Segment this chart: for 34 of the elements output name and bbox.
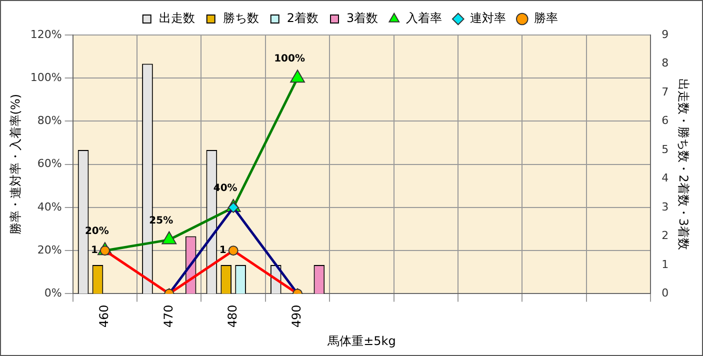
legend-label: 連対率 [470, 11, 506, 26]
legend-label: 出走数 [158, 11, 195, 26]
y-tick-label: 120% [30, 28, 62, 41]
y-axis-title: 勝率・連対率・入着率(%) [8, 94, 22, 235]
x-tick-label: 470 [161, 304, 176, 328]
y2-tick-label: 1 [662, 258, 669, 271]
y2-tick-label: 3 [662, 200, 669, 214]
legend-label: 勝率 [534, 11, 558, 26]
legend-label: 入着率 [406, 11, 442, 26]
y2-tick-label: 8 [662, 56, 669, 70]
y2-tick-label: 7 [662, 85, 669, 98]
y2-tick-label: 6 [662, 114, 669, 128]
legend-label: 勝ち数 [222, 11, 259, 26]
annotation: 1 [219, 245, 226, 256]
legend-label: 2着数 [286, 11, 319, 26]
y2-tick-label: 0 [662, 286, 669, 300]
data-label: 100% [274, 54, 305, 65]
y-tick-label: 20% [37, 243, 62, 256]
y2-tick-label: 2 [662, 229, 669, 242]
legend-label: 3着数 [346, 11, 378, 26]
y-tick-label: 80% [37, 114, 62, 128]
y-tick-label: 0% [44, 286, 62, 300]
y2-tick-label: 5 [662, 142, 669, 156]
annotation: 1 [90, 245, 98, 256]
x-axis-title: 馬体重±5kg [326, 334, 396, 348]
x-tick-label: 490 [290, 304, 304, 328]
y-tick-label: 40% [37, 200, 62, 214]
x-tick-label: 480 [225, 304, 240, 328]
y-tick-label: 100% [30, 70, 62, 84]
y2-tick-label: 4 [662, 172, 669, 185]
y-tick-label: 60% [37, 157, 62, 170]
x-tick-label: 460 [97, 304, 112, 328]
y2-axis-title: 出走数・勝ち数・2着数・3着数 [676, 78, 691, 250]
y2-tick-label: 9 [662, 28, 669, 41]
